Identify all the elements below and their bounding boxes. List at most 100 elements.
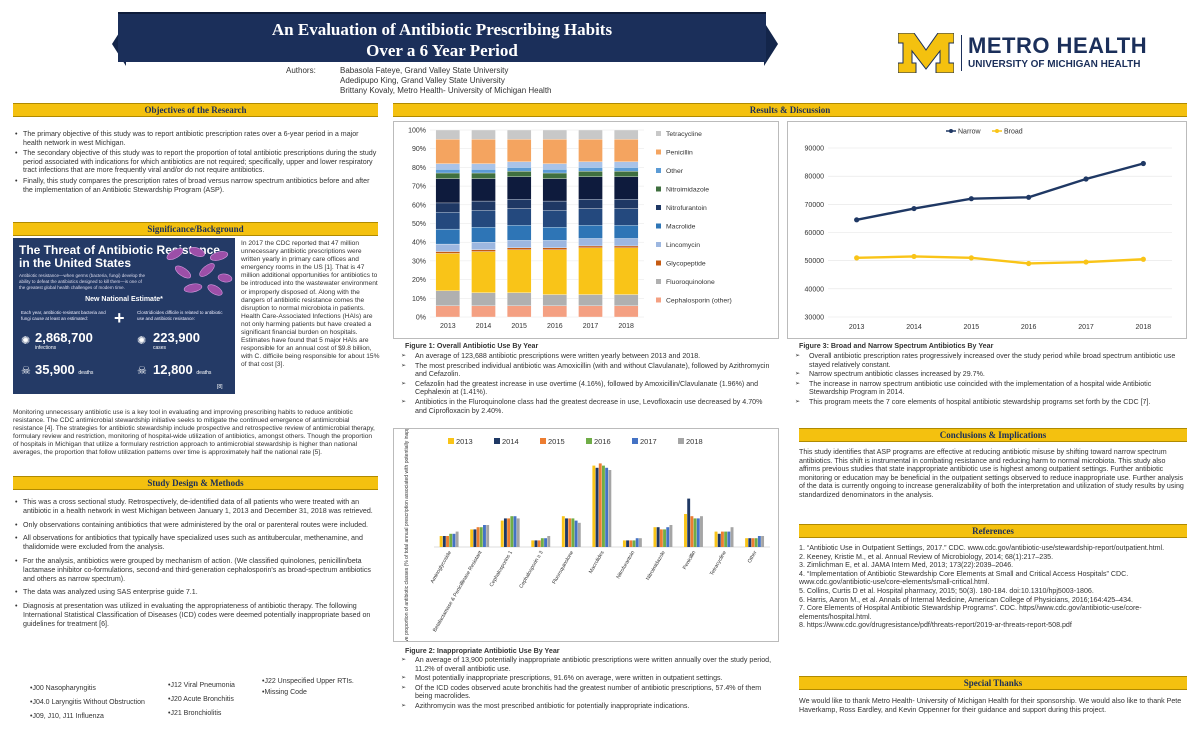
bar-segment [435,139,460,164]
methods-list: This was a cross sectional study. Retros… [13,498,378,631]
bar [724,531,728,547]
legend-label: Broad [1004,129,1023,136]
data-point [1083,259,1089,265]
x-tick-label: 2013 [440,323,456,330]
bar-segment [507,167,532,172]
legend-swatch [656,186,661,192]
reference: 3. Zimlichman E, et al. JAMA Intern Med,… [799,561,1014,570]
legend-swatch [656,205,661,210]
list-item: The increase in narrow spectrum antibiot… [787,380,1183,397]
bar [666,527,670,547]
bar-segment [435,172,460,179]
bar [638,538,642,547]
y-tick-label: 70000 [805,202,825,209]
authors-label: Authors: [286,66,316,75]
bar [696,518,700,547]
icd-code: •J20 Acute Bronchitis [168,696,234,703]
x-tick-label: Fluoroquinolone [551,550,575,585]
bar-segment [471,227,496,243]
bar [561,516,565,547]
y-tick-label: 20% [412,277,426,284]
cases-count: 223,900 cases [153,330,200,351]
deaths-count-1: 35,900 deaths [35,362,93,377]
stat-unit: deaths [196,370,212,376]
x-tick-label: 2013 [849,324,865,331]
data-point [1140,160,1146,167]
bar-segment [542,227,567,241]
figure-1-title: Figure 1: Overall Antibiotic Use By Year [405,342,539,350]
bar [751,538,755,547]
bar [720,531,724,547]
bar-segment [507,247,532,250]
bar-segment [614,294,639,306]
bar [592,465,596,547]
bar-segment [614,129,639,140]
bar [537,540,541,547]
bar [663,529,666,547]
bar-segment [435,243,460,252]
bar [717,533,721,547]
legend-swatch [494,438,500,444]
significance-header: Significance/Background [13,222,378,236]
icd-code: •J22 Unspecified Upper RTIs. [262,678,354,685]
bar-segment [471,242,496,250]
germ-icon: ✺ [137,335,147,347]
list-item: Cefazolin had the greatest increase in u… [393,380,773,397]
bar-segment [614,176,639,200]
reference: 7. Core Elements of Hospital Antibiotic … [799,604,1142,621]
stat-unit: deaths [78,370,94,376]
legend-label: 2013 [456,437,473,446]
bar-segment [507,139,532,162]
bar [684,514,687,547]
x-tick-label: Macrolides [588,550,606,575]
bar [632,540,636,547]
bar [479,527,483,547]
bar [687,498,691,547]
bar [693,518,697,547]
bar-segment [435,251,460,254]
bar-segment [578,245,603,248]
bar [547,536,551,547]
data-point [1026,194,1032,200]
bar-segment [578,225,603,239]
bar-segment [614,199,639,209]
bar [510,516,514,547]
bar-segment [435,163,460,170]
bar [470,529,474,547]
title-banner: An Evaluation of Antibiotic Prescribing … [118,12,766,62]
bar-segment [507,176,532,200]
references-list: 1. “Antibiotic Use in Outpatient Setting… [799,544,1187,630]
bar [761,536,765,547]
legend-label: Narrow [958,129,982,136]
bar [653,527,657,547]
bar [577,522,581,547]
bar-segment [578,139,603,162]
bar [659,529,663,547]
bar-segment [435,129,460,140]
figure-2-notes: An average of 13,900 potentially inappro… [393,656,773,712]
new-estimate-label: New National Estimate* [85,296,163,303]
legend-label: Glycopeptide [666,261,706,268]
bar-segment [578,208,603,226]
bar-segment [507,240,532,248]
y-tick-label: 30% [412,258,426,265]
bar [608,470,612,547]
reference: 4. “Implementation of Antibiotic Steward… [799,569,1129,587]
bar-segment [471,172,496,179]
legend-label: Other [666,168,684,175]
figure-3-line-chart: Narrow Broad 30000 40000 50000 60000 70000 8000… [787,121,1187,339]
figure-1-stacked-bar-chart: 0% 10% 20% 30% 40% 50% 60% 70% 80% 90% 100% 2013 201… [393,121,779,339]
data-point [911,253,917,260]
results-header: Results & Discussion [393,103,1187,117]
list-item: Finally, this study compares the prescri… [13,177,378,194]
bar-segment [435,178,460,204]
x-tick-label: 2016 [547,323,563,330]
bar-segment [507,305,532,318]
bar-segment [471,251,496,293]
y-tick-label: 0% [416,315,426,322]
legend-label: Nitrofurantoin [666,205,707,212]
bar [574,520,578,547]
bar-segment [471,305,496,318]
bar-segment [507,199,532,209]
bar-segment [542,172,567,179]
